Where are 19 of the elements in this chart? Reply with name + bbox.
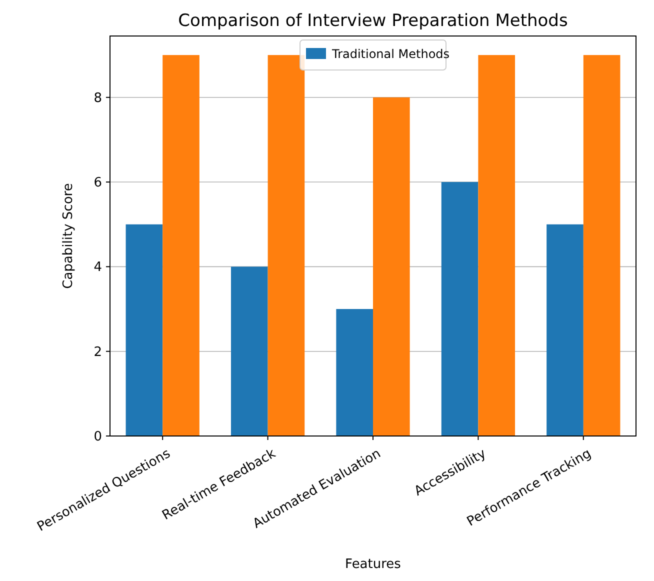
chart-title: Comparison of Interview Preparation Methods (178, 11, 568, 31)
bar (162, 55, 200, 436)
bar (126, 224, 163, 436)
legend-label: Traditional Methods (331, 47, 450, 62)
y-tick-label: 2 (94, 344, 102, 360)
y-tick-label: 4 (94, 260, 102, 276)
y-tick-label: 8 (94, 90, 102, 106)
y-tick-label: 6 (94, 176, 102, 191)
bar (336, 309, 373, 436)
x-axis-title: Features (345, 557, 402, 572)
y-tick-label: 0 (94, 430, 102, 445)
bar (546, 224, 584, 436)
bar (441, 182, 478, 436)
bar (583, 55, 620, 436)
bar (478, 55, 516, 436)
bar (373, 97, 410, 436)
bar (230, 266, 268, 436)
y-axis-title: Capability Score (61, 183, 76, 289)
bar (268, 55, 305, 436)
